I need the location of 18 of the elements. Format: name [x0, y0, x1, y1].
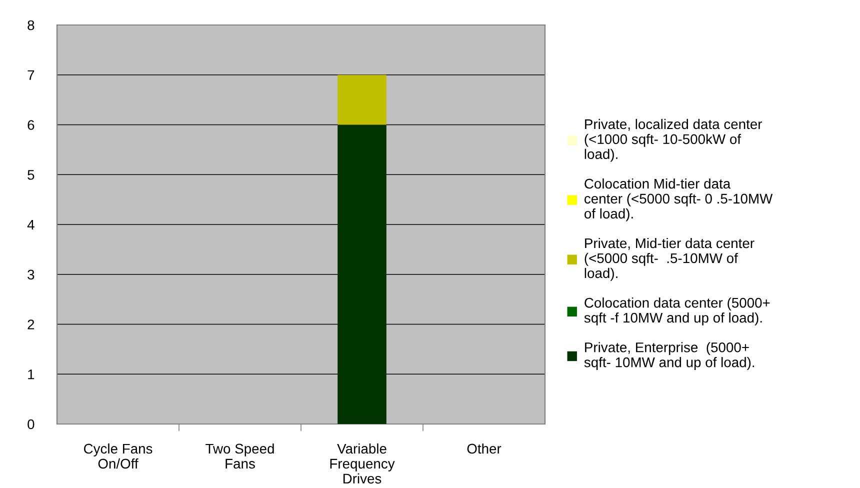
- y-tick-label: 8: [28, 20, 34, 30]
- x-tick-label: Cycle Fans On/Off: [84, 443, 152, 469]
- x-tick-label: Two Speed Fans: [206, 443, 274, 469]
- legend-label: Colocation data center (5000+ sqft -f 10MW and up of load).: [584, 298, 770, 326]
- x-tick-label: Other: [467, 443, 502, 454]
- y-tick-label: 5: [28, 170, 34, 180]
- legend-label: Private, Mid-tier data center (<5000 sqft- .5-10MW of load).: [584, 238, 754, 281]
- y-tick-label: 7: [28, 70, 34, 80]
- legend-label: Colocation Mid-tier data center (<5000 sqft- 0 .5-10MW of load).: [584, 178, 773, 222]
- legend-label: Private, localized data center (<1000 sqft- 10-500kW of load).: [584, 118, 762, 162]
- y-tick-label: 4: [27, 220, 34, 230]
- y-tick-label: 1: [28, 370, 34, 380]
- legend-label: Private, Enterprise (5000+ sqft- 10MW and up of load).: [584, 342, 754, 370]
- x-tick-label: Variable Frequency Drives: [330, 443, 395, 484]
- y-tick-label: 0: [28, 419, 34, 430]
- y-tick-label: 3: [28, 270, 34, 280]
- y-tick-label: 2: [28, 320, 34, 330]
- y-tick-label: 6: [28, 120, 34, 130]
